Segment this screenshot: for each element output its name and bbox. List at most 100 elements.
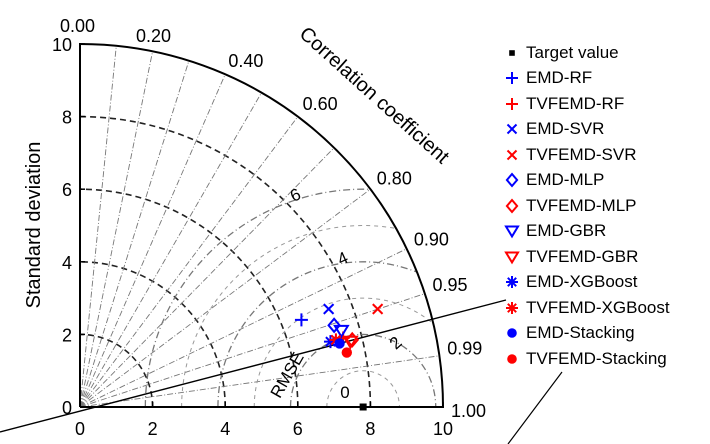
- point-emd-xgboost: [323, 335, 337, 349]
- point-target-value-shape: [359, 403, 367, 411]
- rmse-arc: [289, 333, 437, 408]
- legend-marker: [504, 251, 520, 265]
- rmse-arc: [217, 261, 418, 408]
- legend-marker: [505, 198, 519, 214]
- point-emd-mlp: [327, 317, 341, 334]
- legend-item-tvfemd-mlp: TVFEMD-MLP: [502, 193, 707, 219]
- legend-marker-target-value-shape: [509, 49, 515, 56]
- point-emd-gbr-shape: [333, 324, 350, 339]
- legend-marker-emd-gbr-shape: [504, 225, 520, 239]
- x-tick-label: 2: [148, 419, 158, 439]
- legend-marker-tvfemd-svr: [506, 149, 518, 160]
- legend-marker: [509, 49, 515, 56]
- outer-arc: [79, 43, 444, 408]
- point-tvfemd-svr: [372, 303, 384, 315]
- legend-marker-tvfemd-gbr-shape: [504, 251, 520, 265]
- legend-marker: [506, 301, 518, 314]
- legend-label: EMD-RF: [526, 68, 593, 88]
- rmse-arc: [326, 370, 400, 408]
- point-emd-gbr: [333, 324, 350, 339]
- legend-marker-emd-mlp-shape: [505, 172, 519, 188]
- legend-item-tvfemd-rf: TVFEMD-RF: [502, 91, 707, 117]
- correlation-line: [79, 147, 335, 408]
- legend-marker-tvfemd-svr-shape: [506, 149, 518, 160]
- legend-item-emd-xgboost: EMD-XGBoost: [502, 270, 707, 296]
- y-axis-title: Standard deviation: [23, 142, 45, 309]
- legend-marker: [505, 172, 519, 188]
- x-tick-label: 0: [75, 419, 85, 439]
- correlation-tick-label: 0.20: [136, 26, 171, 46]
- legend-marker-tvfemd-stacking-shape: [507, 353, 517, 364]
- legend-marker-emd-stacking-shape: [507, 328, 517, 339]
- point-emd-stacking-shape: [334, 338, 345, 349]
- legend-label: TVFEMD-SVR: [526, 144, 637, 164]
- correlation-line: [79, 60, 190, 408]
- legend-marker-emd-svr-shape: [506, 124, 518, 135]
- y-tick-label: 0: [62, 398, 72, 418]
- std-arc: [79, 188, 299, 408]
- y-tick-label: 4: [62, 253, 72, 273]
- x-tick-label: 10: [433, 419, 453, 439]
- point-tvfemd-gbr: [342, 335, 359, 350]
- legend-item-emd-gbr: EMD-GBR: [502, 219, 707, 245]
- legend-label: EMD-MLP: [526, 170, 605, 190]
- legend-marker-emd-rf: [506, 72, 518, 85]
- legend-marker: [507, 353, 517, 364]
- legend-label: Target value: [526, 42, 619, 62]
- point-tvfemd-gbr-shape: [342, 335, 359, 350]
- x-tick-label: 6: [293, 419, 303, 439]
- legend-marker: [506, 97, 518, 110]
- rmse-contour-label: 0: [340, 383, 349, 402]
- legend-label: TVFEMD-Stacking: [526, 348, 667, 368]
- correlation-tick-label: 0.95: [432, 275, 467, 295]
- legend-marker-emd-xgboost: [506, 276, 518, 289]
- legend-item-emd-svr: EMD-SVR: [502, 117, 707, 143]
- legend-item-tvfemd-xgboost: TVFEMD-XGBoost: [502, 295, 707, 321]
- legend-marker: [504, 225, 520, 239]
- legend: Target value EMD-RF TVFEMD-RF EMD-SVR TVFEMD…: [502, 40, 707, 372]
- legend-marker: [506, 276, 518, 289]
- legend-item-emd-stacking: EMD-Stacking: [502, 321, 707, 347]
- correlation-tick-label: 0.90: [414, 229, 449, 249]
- rmse-arc: [144, 188, 371, 408]
- points-layer: [294, 303, 384, 411]
- overlay-line: [507, 371, 563, 444]
- x-tick-label: 8: [365, 419, 375, 439]
- legend-marker-tvfemd-rf-shape: [506, 97, 518, 110]
- legend-label: TVFEMD-RF: [526, 93, 625, 113]
- legend-marker: [506, 124, 518, 135]
- rmse-arc: [253, 297, 434, 408]
- legend-item-tvfemd-stacking: TVFEMD-Stacking: [502, 346, 707, 372]
- correlation-tick-label: 0.99: [447, 339, 482, 359]
- correlation-tick-label: 0.80: [377, 168, 412, 188]
- correlation-tick-label: 0.40: [228, 51, 263, 71]
- legend-marker-emd-stacking: [507, 328, 517, 339]
- correlation-tick-label: 0.60: [303, 94, 338, 114]
- legend-item-emd-rf: EMD-RF: [502, 66, 707, 92]
- rmse-contour-label: 2: [386, 333, 406, 353]
- legend-marker: [506, 72, 518, 85]
- legend-marker-emd-rf-shape: [506, 72, 518, 85]
- point-emd-svr: [323, 303, 335, 315]
- correlation-line: [79, 355, 440, 408]
- correlation-tick-label: 0.00: [60, 16, 95, 36]
- y-tick-label: 8: [62, 108, 72, 128]
- legend-marker-tvfemd-mlp-shape: [505, 198, 519, 214]
- point-emd-mlp-shape: [327, 317, 341, 334]
- point-tvfemd-stacking: [341, 347, 353, 358]
- rmse-arc: [181, 225, 397, 408]
- legend-marker-tvfemd-stacking: [507, 353, 517, 364]
- correlation-line: [79, 51, 154, 408]
- y-tick-label: 2: [62, 325, 72, 345]
- point-emd-stacking: [334, 338, 345, 349]
- legend-marker-tvfemd-rf: [506, 97, 518, 110]
- correlation-line: [79, 248, 407, 408]
- legend-label: TVFEMD-GBR: [526, 246, 639, 266]
- legend-item-target-value: Target value: [502, 40, 707, 66]
- legend-marker-emd-gbr: [504, 225, 520, 239]
- legend-label: EMD-SVR: [526, 119, 605, 139]
- correlation-tick-label: 1.00: [451, 401, 486, 421]
- legend-marker-tvfemd-gbr: [504, 251, 520, 265]
